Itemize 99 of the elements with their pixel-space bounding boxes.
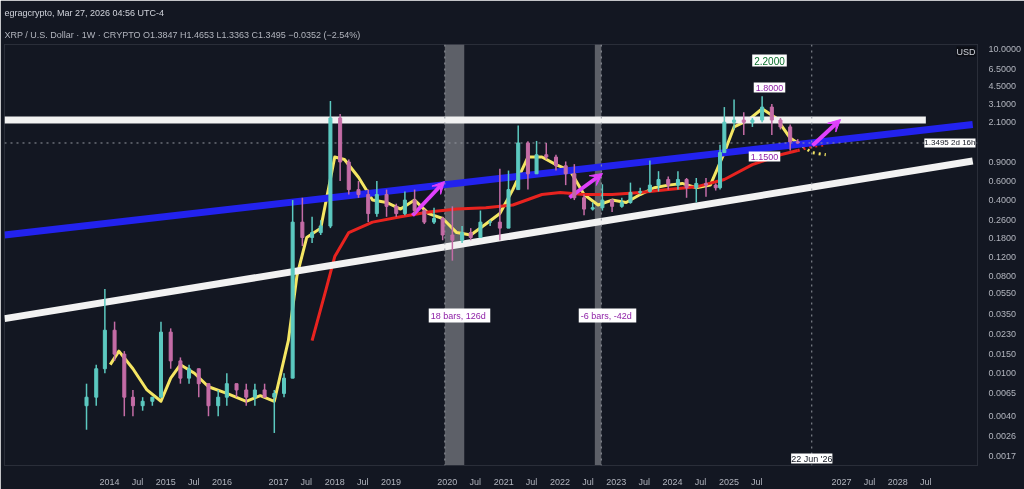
x-tick-label: 2016 <box>212 476 233 487</box>
candlestick <box>130 389 135 417</box>
candlestick <box>741 111 746 136</box>
candlestick <box>252 382 257 407</box>
candlestick <box>300 197 305 247</box>
candlestick <box>732 98 737 131</box>
y-axis-title: USD <box>956 46 976 57</box>
annotation: 18 bars, 126d <box>430 310 486 321</box>
candlestick <box>582 193 587 216</box>
y-tick-label: 0.4000 <box>988 195 1017 206</box>
x-tick-label: 2024 <box>662 476 683 487</box>
candlestick <box>760 95 765 123</box>
y-tick-label: 0.0150 <box>988 349 1017 360</box>
candlestick <box>675 170 680 191</box>
candlestick <box>244 382 249 407</box>
candlestick <box>788 123 793 152</box>
candlestick <box>694 177 699 204</box>
x-tick-label: 2021 <box>493 476 514 487</box>
y-tick-label: 0.0040 <box>988 411 1017 422</box>
chart-subtitle: egragcrypto, Mar 27, 2026 04:56 UTC-4 <box>4 7 165 18</box>
candlestick <box>112 320 117 362</box>
y-tick-label: 0.0230 <box>988 329 1017 340</box>
x-tick-label: Jul <box>920 476 932 487</box>
candlestick <box>628 181 633 205</box>
candlestick <box>440 216 445 241</box>
y-tick-label: 0.0800 <box>988 270 1017 281</box>
annotation: 1.1500 <box>750 151 779 162</box>
candlestick <box>703 177 709 198</box>
y-tick-label: 0.9000 <box>988 157 1017 167</box>
x-tick-label: 2020 <box>437 476 458 487</box>
y-tick-label: 0.2600 <box>988 215 1017 226</box>
candlestick <box>224 372 229 407</box>
x-tick-label: Jul <box>356 476 369 487</box>
y-tick-label: 10.0000 <box>988 43 1022 54</box>
chart-title: XRP / U.S. Dollar · 1W · CRYPTO O1.3847 H1.4653 L1.3363 C1.3495 −0.0352 (−2.54%) <box>4 29 361 40</box>
candlestick <box>769 103 774 136</box>
candlestick <box>600 183 605 212</box>
candlestick <box>647 159 652 194</box>
y-tick-label: 0.0065 <box>988 388 1017 399</box>
y-tick-label: 0.0350 <box>988 309 1017 320</box>
y-tick-label: 0.0550 <box>988 288 1017 299</box>
ref-line-label: 1.3495 2d 16h <box>924 138 976 148</box>
x-tick-label: Jul <box>694 476 707 487</box>
x-tick-label: Jul <box>751 476 763 487</box>
y-tick-label: 0.1800 <box>988 232 1017 243</box>
candlestick <box>478 209 483 239</box>
x-tick-label: 2025 <box>718 476 739 487</box>
annotation: 1.8000 <box>755 82 784 93</box>
x-tick-label: Jul <box>300 476 313 487</box>
x-tick-label: 2019 <box>381 476 402 487</box>
x-tick-label: 2018 <box>324 476 345 487</box>
candlestick <box>374 180 379 218</box>
candlestick <box>656 170 661 193</box>
candlestick <box>572 163 577 201</box>
x-tick-label: Jul <box>131 476 144 487</box>
x-tick-label: Jul <box>863 476 876 487</box>
candlestick <box>272 389 277 434</box>
candlestick <box>84 382 89 431</box>
candlestick <box>638 187 643 196</box>
x-tick-label: 2027 <box>831 476 852 487</box>
candlestick <box>563 160 568 186</box>
y-tick-label: 3.1000 <box>988 98 1017 109</box>
candlestick <box>534 140 539 175</box>
x-tick-label: Jul <box>638 476 650 487</box>
candlestick <box>178 356 183 385</box>
y-tick-label: 0.0017 <box>988 451 1017 462</box>
x-tick-label: Jul <box>187 476 200 487</box>
candlestick <box>412 188 417 215</box>
y-tick-label: 0.1200 <box>988 251 1017 262</box>
x-tick-label: 2022 <box>549 476 571 487</box>
x-tick-label: 2014 <box>99 476 120 487</box>
candlestick <box>206 382 211 417</box>
ref-line-label: 22 Jun '26 <box>791 453 833 464</box>
x-tick-label: 2015 <box>155 476 176 487</box>
candlestick <box>384 188 389 218</box>
candlestick <box>497 167 502 241</box>
candlestick <box>450 205 455 262</box>
candlestick <box>402 190 407 216</box>
y-tick-label: 0.6000 <box>988 176 1017 187</box>
x-tick-label: Jul <box>469 476 482 487</box>
y-tick-label: 6.5000 <box>988 64 1017 75</box>
y-tick-label: 4.5000 <box>988 81 1017 92</box>
candlestick <box>196 367 201 398</box>
annotation: -6 bars, -42d <box>580 310 632 321</box>
candlestick <box>310 216 315 244</box>
annotation: 2.2000 <box>754 55 786 67</box>
candlestick <box>216 389 221 417</box>
candlestick <box>187 363 192 385</box>
y-tick-label: 0.0100 <box>988 368 1017 379</box>
candlestick <box>282 372 287 398</box>
x-tick-label: 2028 <box>887 476 908 487</box>
candlestick <box>684 177 689 199</box>
x-tick-label: Jul <box>525 476 538 487</box>
candlestick <box>366 188 371 223</box>
y-tick-label: 0.0026 <box>988 431 1017 442</box>
x-tick-label: 2017 <box>268 476 289 487</box>
y-tick-label: 2.1000 <box>988 117 1017 128</box>
x-tick-label: Jul <box>582 476 594 487</box>
x-tick-label: 2023 <box>606 476 627 487</box>
